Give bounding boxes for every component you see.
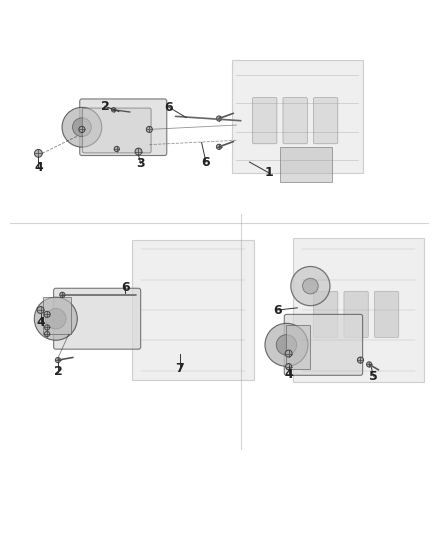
Circle shape <box>265 324 308 366</box>
Circle shape <box>112 108 116 112</box>
FancyBboxPatch shape <box>344 292 368 337</box>
FancyBboxPatch shape <box>284 314 363 375</box>
Text: 4: 4 <box>34 161 43 174</box>
Text: 6: 6 <box>165 101 173 114</box>
Text: 6: 6 <box>121 281 130 294</box>
FancyBboxPatch shape <box>80 99 167 156</box>
Circle shape <box>286 364 292 370</box>
FancyBboxPatch shape <box>132 240 254 379</box>
FancyBboxPatch shape <box>286 325 311 369</box>
FancyBboxPatch shape <box>43 297 71 334</box>
Text: 6: 6 <box>201 156 210 168</box>
Circle shape <box>114 147 119 151</box>
Circle shape <box>146 126 152 133</box>
Circle shape <box>79 126 85 133</box>
Circle shape <box>216 116 222 121</box>
Circle shape <box>62 107 102 147</box>
FancyBboxPatch shape <box>53 288 141 349</box>
Circle shape <box>285 350 292 357</box>
Circle shape <box>55 358 60 362</box>
Circle shape <box>35 149 42 157</box>
FancyBboxPatch shape <box>293 238 424 382</box>
Text: 4: 4 <box>36 316 45 329</box>
Circle shape <box>303 278 318 294</box>
Text: 4: 4 <box>284 368 293 381</box>
FancyBboxPatch shape <box>253 98 277 144</box>
Circle shape <box>45 325 49 330</box>
Text: 6: 6 <box>273 303 282 317</box>
Text: 2: 2 <box>53 365 62 378</box>
Text: 1: 1 <box>265 166 273 180</box>
Text: 2: 2 <box>101 100 110 113</box>
Text: 3: 3 <box>136 157 145 170</box>
Circle shape <box>135 148 142 155</box>
Text: 5: 5 <box>369 370 378 383</box>
Circle shape <box>46 309 66 329</box>
FancyBboxPatch shape <box>314 292 338 337</box>
Circle shape <box>291 266 330 305</box>
FancyBboxPatch shape <box>280 147 332 182</box>
Circle shape <box>367 362 372 367</box>
FancyBboxPatch shape <box>283 98 307 144</box>
FancyBboxPatch shape <box>314 98 338 144</box>
Circle shape <box>357 357 364 363</box>
Circle shape <box>276 335 297 355</box>
Circle shape <box>37 306 44 313</box>
FancyBboxPatch shape <box>374 292 399 337</box>
Text: 7: 7 <box>176 362 184 375</box>
Circle shape <box>44 311 50 318</box>
FancyBboxPatch shape <box>82 108 151 153</box>
FancyBboxPatch shape <box>232 60 363 173</box>
Circle shape <box>45 332 49 336</box>
Circle shape <box>73 118 91 136</box>
Circle shape <box>34 297 77 340</box>
Circle shape <box>60 292 65 297</box>
Circle shape <box>216 144 222 149</box>
